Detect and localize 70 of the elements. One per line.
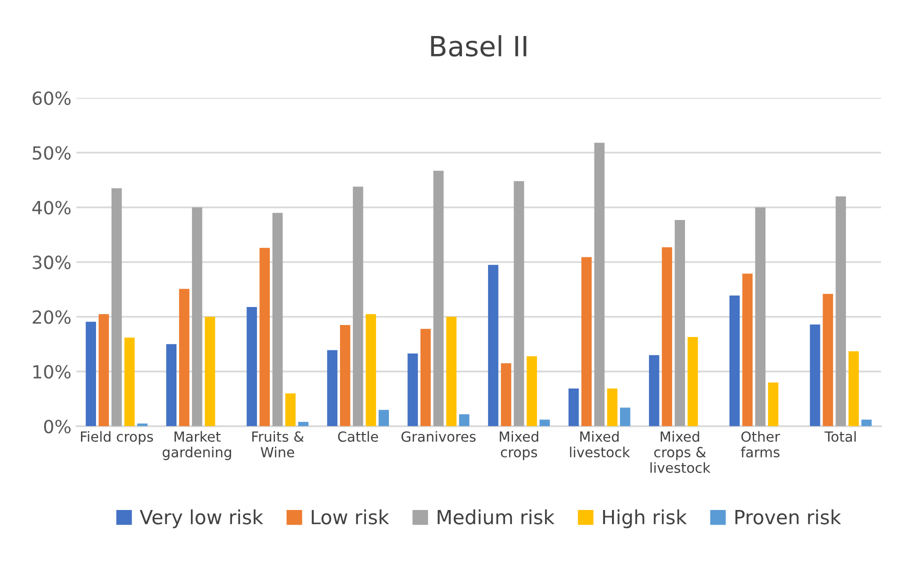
y-tick-label: 20% <box>32 310 71 324</box>
chart-title: Basel II <box>431 35 526 57</box>
y-tick-label: 50% <box>32 146 71 160</box>
legend-label: High risk <box>603 509 687 528</box>
y-tick-label: 60% <box>32 91 71 106</box>
x-tick-label: Market gardening <box>162 431 232 460</box>
bar <box>285 393 296 426</box>
bar <box>729 295 740 426</box>
x-tick-label: Total <box>824 431 856 442</box>
y-tick-label: 10% <box>33 364 71 379</box>
bar <box>433 170 444 426</box>
bar <box>810 324 820 426</box>
x-tick-label: Other farms <box>740 431 780 458</box>
bar <box>540 420 550 426</box>
bar <box>340 325 350 426</box>
bar <box>204 316 216 426</box>
x-tick-label: Mixed crops <box>500 431 538 460</box>
bar <box>272 212 283 426</box>
x-tick-label: Cattle <box>338 431 378 442</box>
bar <box>822 294 834 426</box>
bar <box>488 264 498 426</box>
legend-label: Proven risk <box>735 509 842 524</box>
y-tick-label: 30% <box>32 256 71 270</box>
bar <box>446 316 457 426</box>
bar <box>459 414 470 426</box>
bar <box>755 207 766 426</box>
bar <box>124 338 135 426</box>
bar <box>514 181 524 426</box>
bar <box>86 322 96 426</box>
bar <box>594 142 605 426</box>
bar <box>137 424 148 426</box>
legend-label: Low risk <box>312 509 390 524</box>
bar <box>352 186 364 426</box>
bar <box>166 344 177 426</box>
bar <box>192 207 202 426</box>
x-tick-label: Granivores <box>401 431 476 442</box>
bar <box>861 420 872 426</box>
bar <box>408 353 418 426</box>
bar <box>298 422 308 426</box>
x-tick-label: Mixed crops & livestock <box>650 431 710 473</box>
x-tick-label: Fruits & Wine <box>252 431 304 458</box>
bar <box>688 337 698 426</box>
x-tick-label: Field crops <box>80 431 153 445</box>
bar <box>526 356 537 426</box>
bar <box>662 247 672 426</box>
bar <box>500 363 512 426</box>
bar <box>581 257 592 426</box>
bar <box>378 410 389 426</box>
bar <box>607 388 618 426</box>
legend-label: Medium risk <box>438 509 554 524</box>
bar <box>327 350 338 426</box>
bar <box>366 314 376 426</box>
bar <box>260 248 270 426</box>
bar <box>836 196 846 426</box>
bar <box>674 220 686 426</box>
bar <box>179 288 190 426</box>
y-tick-label: 40% <box>32 200 71 214</box>
bar <box>848 351 859 426</box>
bar <box>568 388 579 426</box>
bar <box>111 188 122 426</box>
bar <box>98 314 109 426</box>
bar <box>768 382 778 426</box>
y-tick-label: 0% <box>44 420 71 434</box>
legend-label: Very low risk <box>140 509 264 528</box>
bar <box>620 408 630 426</box>
bar <box>742 274 753 426</box>
bar <box>420 328 431 426</box>
bar <box>246 306 257 426</box>
bar <box>648 355 660 426</box>
x-tick-label: Mixed livestock <box>570 431 630 458</box>
